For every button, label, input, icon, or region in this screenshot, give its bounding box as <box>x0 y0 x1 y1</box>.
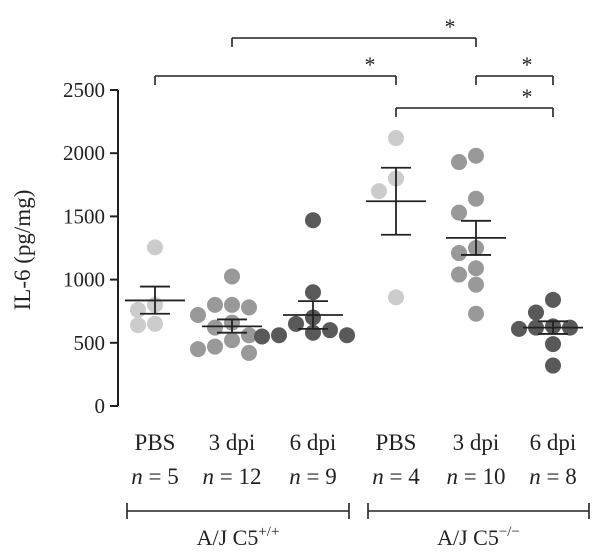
data-point <box>190 341 206 358</box>
category-label: PBS <box>135 430 176 455</box>
data-point <box>451 266 467 283</box>
data-point <box>271 327 287 344</box>
category-label: PBS <box>376 430 417 455</box>
data-point <box>207 296 223 313</box>
data-point <box>207 319 223 336</box>
data-point <box>388 289 404 306</box>
data-point <box>451 154 467 171</box>
y-tick-label: 1500 <box>63 204 105 228</box>
data-point <box>545 291 561 308</box>
group-label: A/J C5+/+ <box>197 524 280 550</box>
data-point <box>241 299 257 316</box>
data-point <box>451 245 467 262</box>
category-label: 3 dpi <box>453 430 500 455</box>
data-point <box>224 332 240 349</box>
data-point <box>207 338 223 355</box>
data-point <box>451 204 467 221</box>
n-count-label: n = 5 <box>131 464 178 489</box>
data-point <box>305 212 321 229</box>
n-count-label: n = 10 <box>447 464 506 489</box>
significance-star: * <box>365 52 376 77</box>
n-count-label: n = 8 <box>529 464 576 489</box>
data-point <box>190 306 206 323</box>
data-point <box>468 260 484 277</box>
data-point <box>322 322 338 339</box>
data-point <box>371 183 387 200</box>
y-tick-label: 2500 <box>63 78 105 102</box>
data-point <box>339 327 355 344</box>
data-point <box>468 305 484 322</box>
data-point <box>511 320 527 337</box>
data-point <box>224 268 240 285</box>
category-label: 6 dpi <box>290 430 337 455</box>
data-point <box>468 276 484 293</box>
significance-star: * <box>522 52 533 77</box>
data-point <box>528 304 544 321</box>
data-point <box>305 284 321 301</box>
n-count-label: n = 9 <box>289 464 336 489</box>
data-point <box>147 315 163 332</box>
data-point <box>241 327 257 344</box>
n-count-label: n = 4 <box>372 464 420 489</box>
n-count-label: n = 12 <box>203 464 262 489</box>
significance-star: * <box>522 84 533 109</box>
data-point <box>545 336 561 353</box>
data-point <box>130 301 146 318</box>
category-label: 3 dpi <box>209 430 256 455</box>
data-point <box>468 190 484 207</box>
data-point <box>468 147 484 164</box>
y-tick-label: 500 <box>74 331 106 355</box>
y-tick-label: 2000 <box>63 141 105 165</box>
group-label: A/J C5−/− <box>437 524 520 550</box>
data-point <box>388 130 404 147</box>
data-point <box>288 315 304 332</box>
y-axis-label: IL-6 (pg/mg) <box>10 190 35 311</box>
data-point <box>224 296 240 313</box>
plot-area: 0 500 1000 1500 2000 2500 PBS n = 5 3 dpi n = 12 6… <box>63 14 590 550</box>
y-tick-label: 1000 <box>63 268 105 292</box>
category-label: 6 dpi <box>530 430 577 455</box>
y-tick-label: 0 <box>95 394 106 418</box>
data-point <box>545 357 561 374</box>
data-point <box>130 317 146 334</box>
data-point <box>241 344 257 361</box>
significance-star: * <box>445 14 456 39</box>
data-point <box>147 239 163 256</box>
data-point <box>254 328 270 345</box>
